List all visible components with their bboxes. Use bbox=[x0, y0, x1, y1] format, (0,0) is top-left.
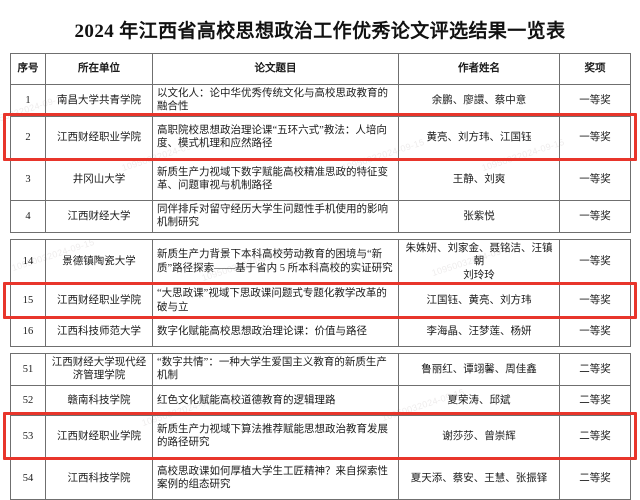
column-header-title: 论文题目 bbox=[152, 53, 399, 85]
cell-award: 一等奖 bbox=[559, 157, 631, 201]
page-title: 2024 年江西省高校思想政治工作优秀论文评选结果一览表 bbox=[74, 21, 566, 42]
cell-unit: 江西财经大学 bbox=[45, 199, 153, 233]
cell-author: 夏天添、蔡安、王慧、张振铎 bbox=[398, 456, 560, 500]
cell-title: 数字化赋能高校思想政治理论课：价值与路径 bbox=[152, 315, 399, 347]
cell-unit: 江西科技师范大学 bbox=[45, 315, 153, 347]
cell-unit: 江西财经职业学院 bbox=[45, 414, 153, 458]
cell-award: 二等奖 bbox=[559, 352, 631, 386]
cell-author: 朱姝妍、刘家金、聂铭洁、汪镇朝 刘玲玲 bbox=[398, 238, 560, 286]
cell-title: 高职院校思想政治理论课“五环六式”教法：人培向度、模式机理和应然路径 bbox=[152, 115, 399, 159]
cell-award: 一等奖 bbox=[559, 284, 631, 317]
table-row[interactable]: 4 江西财经大学 同伴排斥对留守经历大学生问题性手机使用的影响机制研究 张紫悦 一等奖 bbox=[10, 199, 631, 233]
cell-unit: 江西财经职业学院 bbox=[45, 115, 153, 159]
cell-author: 余鹏、廖譞、蔡中意 bbox=[398, 84, 560, 117]
table-row[interactable]: 2 江西财经职业学院 高职院校思想政治理论课“五环六式”教法：人培向度、模式机理和应… bbox=[10, 115, 631, 159]
column-header-award: 奖项 bbox=[559, 53, 631, 85]
cell-award: 二等奖 bbox=[559, 414, 631, 458]
cell-title: “大思政课”视域下思政课问题式专题化教学改革的破与立 bbox=[152, 284, 399, 317]
cell-seq: 3 bbox=[10, 157, 46, 201]
cell-seq: 52 bbox=[10, 384, 46, 416]
cell-title: 高校思政课如何厚植大学生工匠精神？来自探索性案例的组态研究 bbox=[152, 456, 399, 500]
cell-award: 一等奖 bbox=[559, 199, 631, 233]
cell-title: 新质生产力背景下本科高校劳动教育的困境与“新质”路径探索——基于省内 5 所本科… bbox=[152, 238, 399, 286]
column-header-author: 作者姓名 bbox=[398, 53, 560, 85]
cell-title: 红色文化赋能高校道德教育的逻辑理路 bbox=[152, 384, 399, 416]
table-header-row: 序号 所在单位 论文题目 作者姓名 奖项 bbox=[10, 53, 631, 85]
cell-seq: 4 bbox=[10, 199, 46, 233]
results-table-container: 序号 所在单位 论文题目 作者姓名 奖项 1 南昌大学共青学院 以文化人：论中华优秀传统文化与… bbox=[0, 53, 640, 500]
cell-award: 一等奖 bbox=[559, 238, 631, 286]
cell-author: 黄亮、刘方玮、江国钰 bbox=[398, 115, 560, 159]
cell-unit: 江西财经职业学院 bbox=[45, 284, 153, 317]
results-table-group: 14 景德镇陶瓷大学 新质生产力背景下本科高校劳动教育的困境与“新质”路径探索——基… bbox=[10, 238, 631, 347]
cell-seq: 51 bbox=[10, 352, 46, 386]
results-table-group: 51 江西财经大学现代经济管理学院 “数字共情”：一种大学生爱国主义教育的新质生产机… bbox=[10, 352, 631, 500]
table-row[interactable]: 14 景德镇陶瓷大学 新质生产力背景下本科高校劳动教育的困境与“新质”路径探索——基… bbox=[10, 238, 631, 286]
cell-award: 一等奖 bbox=[559, 84, 631, 117]
cell-seq: 53 bbox=[10, 414, 46, 458]
column-header-seq: 序号 bbox=[10, 53, 46, 85]
cell-author: 夏荣涛、邱斌 bbox=[398, 384, 560, 416]
column-header-unit: 所在单位 bbox=[45, 53, 153, 85]
results-table-group: 序号 所在单位 论文题目 作者姓名 奖项 1 南昌大学共青学院 以文化人：论中华优秀传统文化与… bbox=[10, 53, 631, 233]
cell-award: 二等奖 bbox=[559, 456, 631, 500]
cell-unit: 景德镇陶瓷大学 bbox=[45, 238, 153, 286]
table-row[interactable]: 54 江西科技学院 高校思政课如何厚植大学生工匠精神？来自探索性案例的组态研究 夏天添… bbox=[10, 456, 631, 500]
table-row[interactable]: 51 江西财经大学现代经济管理学院 “数字共情”：一种大学生爱国主义教育的新质生产机… bbox=[10, 352, 631, 386]
cell-author: 谢莎莎、曾崇辉 bbox=[398, 414, 560, 458]
cell-seq: 16 bbox=[10, 315, 46, 347]
cell-unit: 江西科技学院 bbox=[45, 456, 153, 500]
cell-unit: 赣南科技学院 bbox=[45, 384, 153, 416]
cell-seq: 54 bbox=[10, 456, 46, 500]
cell-award: 一等奖 bbox=[559, 115, 631, 159]
cell-title: “数字共情”：一种大学生爱国主义教育的新质生产机制 bbox=[152, 352, 399, 386]
cell-author: 张紫悦 bbox=[398, 199, 560, 233]
cell-title: 以文化人：论中华优秀传统文化与高校思政教育的融合性 bbox=[152, 84, 399, 117]
cell-author: 鲁丽红、谭翊馨、周佳鑫 bbox=[398, 352, 560, 386]
cell-title: 新质生产力视域下数字赋能高校精准思政的特征变革、问题审视与机制路径 bbox=[152, 157, 399, 201]
table-row[interactable]: 1 南昌大学共青学院 以文化人：论中华优秀传统文化与高校思政教育的融合性 余鹏、廖譞、… bbox=[10, 84, 631, 117]
cell-seq: 15 bbox=[10, 284, 46, 317]
cell-author: 江国钰、黄亮、刘方玮 bbox=[398, 284, 560, 317]
cell-seq: 2 bbox=[10, 115, 46, 159]
cell-unit: 江西财经大学现代经济管理学院 bbox=[45, 352, 153, 386]
cell-author: 王静、刘爽 bbox=[398, 157, 560, 201]
cell-seq: 14 bbox=[10, 238, 46, 286]
cell-author: 李海晶、汪梦莲、杨妍 bbox=[398, 315, 560, 347]
cell-unit: 南昌大学共青学院 bbox=[45, 84, 153, 117]
table-row[interactable]: 16 江西科技师范大学 数字化赋能高校思想政治理论课：价值与路径 李海晶、汪梦莲、杨妍… bbox=[10, 315, 631, 347]
cell-title: 同伴排斥对留守经历大学生问题性手机使用的影响机制研究 bbox=[152, 199, 399, 233]
cell-unit: 井冈山大学 bbox=[45, 157, 153, 201]
cell-title: 新质生产力视域下算法推荐赋能思想政治教育发展的路径研究 bbox=[152, 414, 399, 458]
table-row[interactable]: 52 赣南科技学院 红色文化赋能高校道德教育的逻辑理路 夏荣涛、邱斌 二等奖 bbox=[10, 384, 631, 416]
table-row[interactable]: 53 江西财经职业学院 新质生产力视域下算法推荐赋能思想政治教育发展的路径研究 谢莎莎… bbox=[10, 414, 631, 458]
cell-seq: 1 bbox=[10, 84, 46, 117]
cell-award: 一等奖 bbox=[559, 315, 631, 347]
table-row[interactable]: 15 江西财经职业学院 “大思政课”视域下思政课问题式专题化教学改革的破与立 江国钰、… bbox=[10, 284, 631, 317]
cell-award: 二等奖 bbox=[559, 384, 631, 416]
table-row[interactable]: 3 井冈山大学 新质生产力视域下数字赋能高校精准思政的特征变革、问题审视与机制路径王… bbox=[10, 157, 631, 201]
